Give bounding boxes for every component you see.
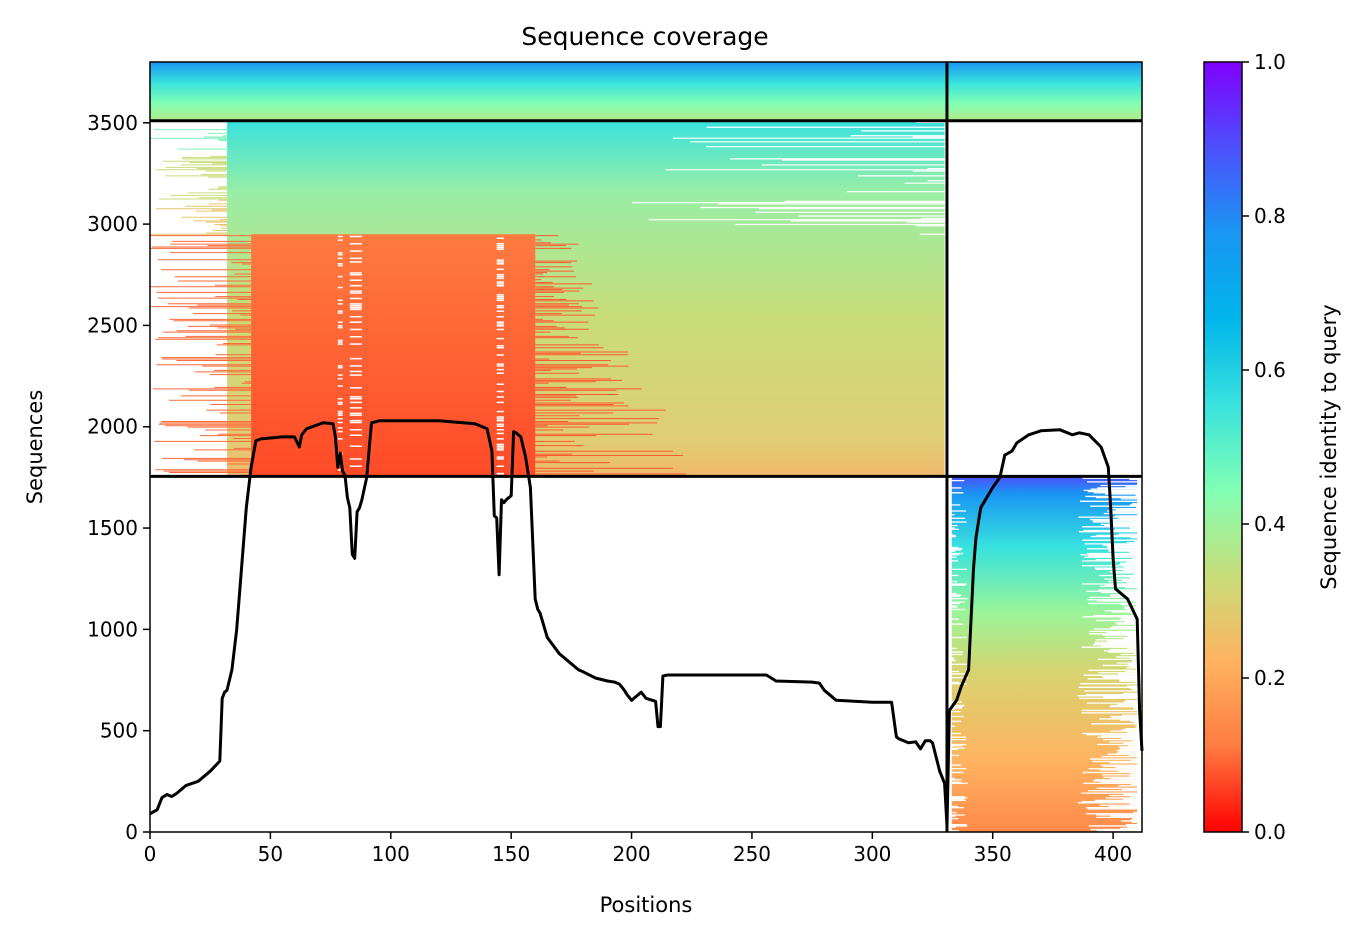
coverage-blocks [150, 62, 1142, 832]
coverage-block [951, 476, 1138, 832]
y-tick-label: 3000 [87, 212, 138, 236]
x-axis-label: Positions [600, 893, 693, 917]
colorbar-gradient [1203, 61, 1243, 833]
y-axis: 0 500 1000 1500 2000 2500 3000 3500 [87, 111, 150, 844]
y-tick-label: 2500 [87, 313, 138, 337]
x-tick-label: 250 [733, 842, 771, 866]
y-tick-label: 0 [125, 820, 138, 844]
x-tick-label: 50 [258, 842, 283, 866]
colorbar-tick-label: 0.0 [1254, 820, 1286, 844]
x-tick-label: 200 [612, 842, 650, 866]
x-axis: 0 50 100 150 200 250 300 350 400 [144, 832, 1132, 866]
y-tick-label: 500 [100, 719, 138, 743]
colorbar-tick-label: 1.0 [1254, 50, 1286, 74]
coverage-block [150, 62, 947, 121]
plot-frame [149, 61, 1143, 833]
y-tick-label: 3500 [87, 111, 138, 135]
coverage-line [149, 419, 1144, 828]
x-tick-label: 400 [1094, 842, 1132, 866]
colorbar-tick-label: 0.8 [1254, 204, 1286, 228]
y-tick-label: 1500 [87, 516, 138, 540]
y-tick-label: 2000 [87, 415, 138, 439]
chart-title: Sequence coverage [521, 22, 768, 51]
y-tick-label: 1000 [87, 617, 138, 641]
colorbar-label: Sequence identity to query [1317, 304, 1341, 589]
coverage-streaks [150, 120, 1142, 833]
x-tick-label: 100 [372, 842, 410, 866]
x-tick-label: 350 [974, 842, 1012, 866]
x-tick-label: 150 [492, 842, 530, 866]
plot-area [149, 61, 1144, 833]
coverage-block [251, 234, 536, 477]
x-tick-label: 300 [853, 842, 891, 866]
colorbar-tick-label: 0.2 [1254, 666, 1286, 690]
coverage-block [946, 62, 1142, 121]
colorbar: 0.0 0.2 0.4 0.6 0.8 1.0 Sequence identity to … [1203, 50, 1341, 844]
block-separators [150, 62, 1142, 832]
colorbar-ticks: 0.0 0.2 0.4 0.6 0.8 1.0 [1242, 50, 1286, 844]
colorbar-tick-label: 0.4 [1254, 512, 1286, 536]
colorbar-tick-label: 0.6 [1254, 358, 1286, 382]
x-tick-label: 0 [144, 842, 157, 866]
y-axis-label: Sequences [23, 390, 47, 505]
